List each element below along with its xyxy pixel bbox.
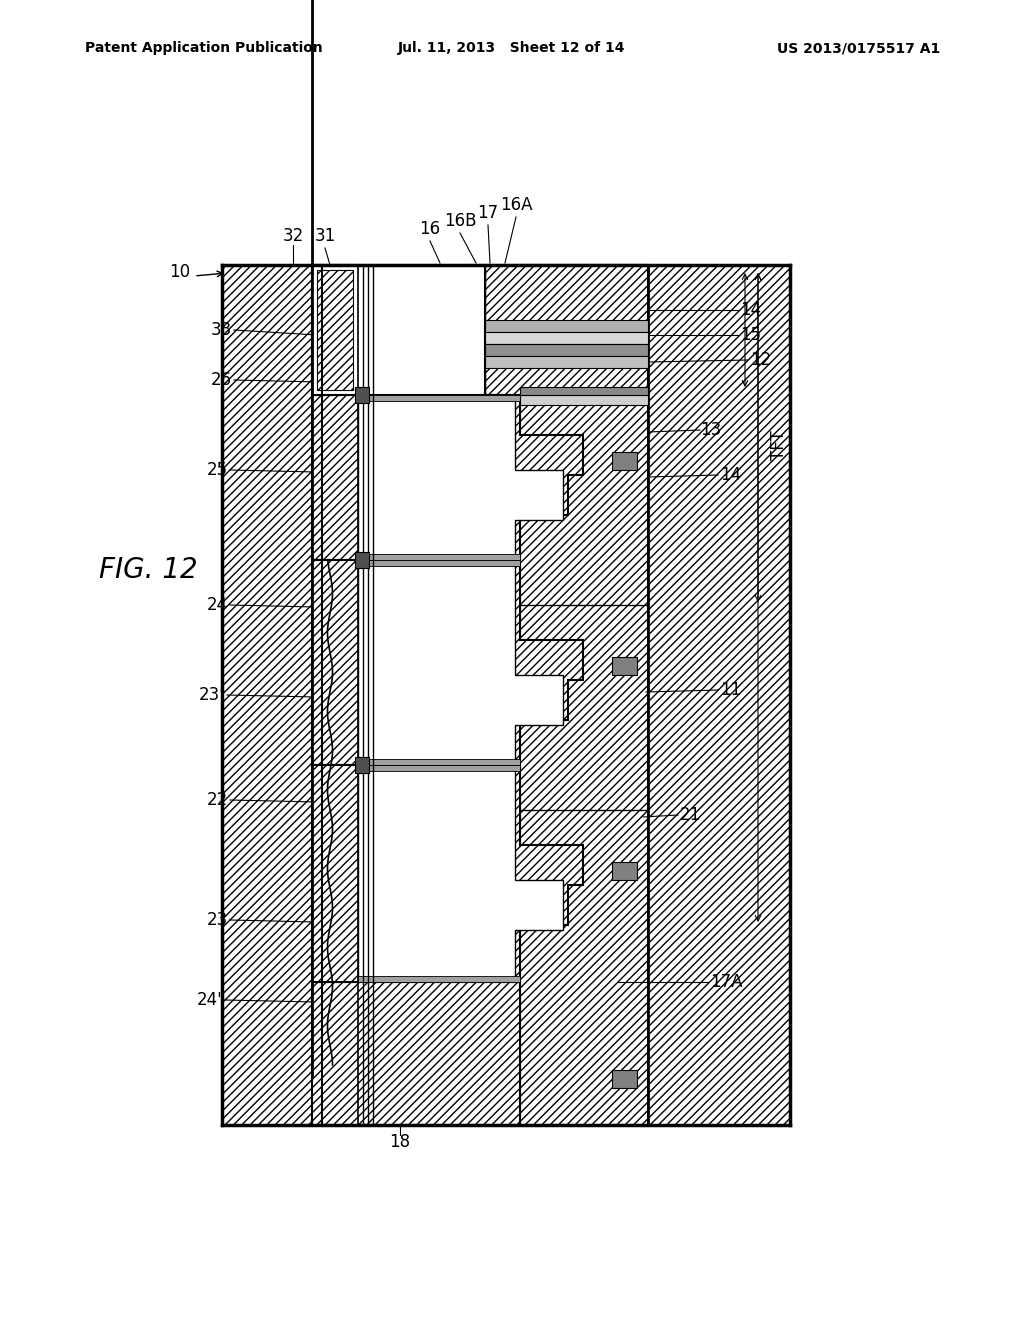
Text: 16: 16 <box>420 220 440 238</box>
Polygon shape <box>485 265 648 395</box>
Polygon shape <box>358 560 520 566</box>
Polygon shape <box>485 333 648 345</box>
Text: FIG. 12: FIG. 12 <box>98 556 198 583</box>
Polygon shape <box>358 770 563 977</box>
Polygon shape <box>612 657 637 675</box>
Text: 23: 23 <box>207 911 228 929</box>
Text: 21: 21 <box>680 807 701 824</box>
Polygon shape <box>312 560 583 766</box>
Polygon shape <box>355 387 369 403</box>
Polygon shape <box>312 265 353 395</box>
Text: 23': 23' <box>199 686 225 704</box>
Text: 18: 18 <box>389 1133 411 1151</box>
Text: 25: 25 <box>207 461 228 479</box>
Polygon shape <box>312 265 485 395</box>
Text: 22: 22 <box>207 791 228 809</box>
Polygon shape <box>222 265 312 1125</box>
Text: 16B: 16B <box>443 213 476 230</box>
Text: 16A: 16A <box>500 195 532 214</box>
Polygon shape <box>485 356 648 368</box>
Polygon shape <box>355 756 369 774</box>
Text: US 2013/0175517 A1: US 2013/0175517 A1 <box>777 41 940 55</box>
Text: 17A: 17A <box>710 973 742 991</box>
Text: 14: 14 <box>720 466 741 484</box>
Polygon shape <box>612 451 637 470</box>
Text: 26: 26 <box>211 371 232 389</box>
Polygon shape <box>520 395 648 405</box>
Text: 24: 24 <box>207 597 228 614</box>
Polygon shape <box>312 766 583 982</box>
Polygon shape <box>485 319 648 333</box>
Polygon shape <box>312 265 485 395</box>
Text: 13: 13 <box>700 421 721 440</box>
Polygon shape <box>358 759 520 766</box>
Text: 33: 33 <box>211 321 232 339</box>
Polygon shape <box>520 265 648 1125</box>
Text: 31: 31 <box>314 227 336 246</box>
Polygon shape <box>358 554 520 560</box>
Polygon shape <box>612 862 637 880</box>
Polygon shape <box>358 975 520 982</box>
Text: Patent Application Publication: Patent Application Publication <box>85 41 323 55</box>
Polygon shape <box>355 552 369 568</box>
Polygon shape <box>317 271 353 389</box>
Polygon shape <box>358 395 520 401</box>
Text: 15: 15 <box>740 326 761 345</box>
Polygon shape <box>312 395 583 560</box>
Text: 17: 17 <box>477 205 499 222</box>
Polygon shape <box>485 345 648 356</box>
Polygon shape <box>612 1071 637 1088</box>
Polygon shape <box>312 265 353 395</box>
Text: Jul. 11, 2013   Sheet 12 of 14: Jul. 11, 2013 Sheet 12 of 14 <box>398 41 626 55</box>
Text: 24': 24' <box>198 991 223 1008</box>
Polygon shape <box>648 265 790 1125</box>
Polygon shape <box>358 766 520 771</box>
Polygon shape <box>520 387 648 395</box>
Text: 32: 32 <box>283 227 304 246</box>
Polygon shape <box>358 565 563 760</box>
Text: 10: 10 <box>169 263 190 281</box>
Text: 11: 11 <box>720 681 741 700</box>
Text: 14: 14 <box>740 301 761 319</box>
Polygon shape <box>358 400 563 554</box>
Polygon shape <box>312 982 520 1125</box>
Text: 12: 12 <box>750 351 771 370</box>
Text: TFT: TFT <box>770 430 788 459</box>
